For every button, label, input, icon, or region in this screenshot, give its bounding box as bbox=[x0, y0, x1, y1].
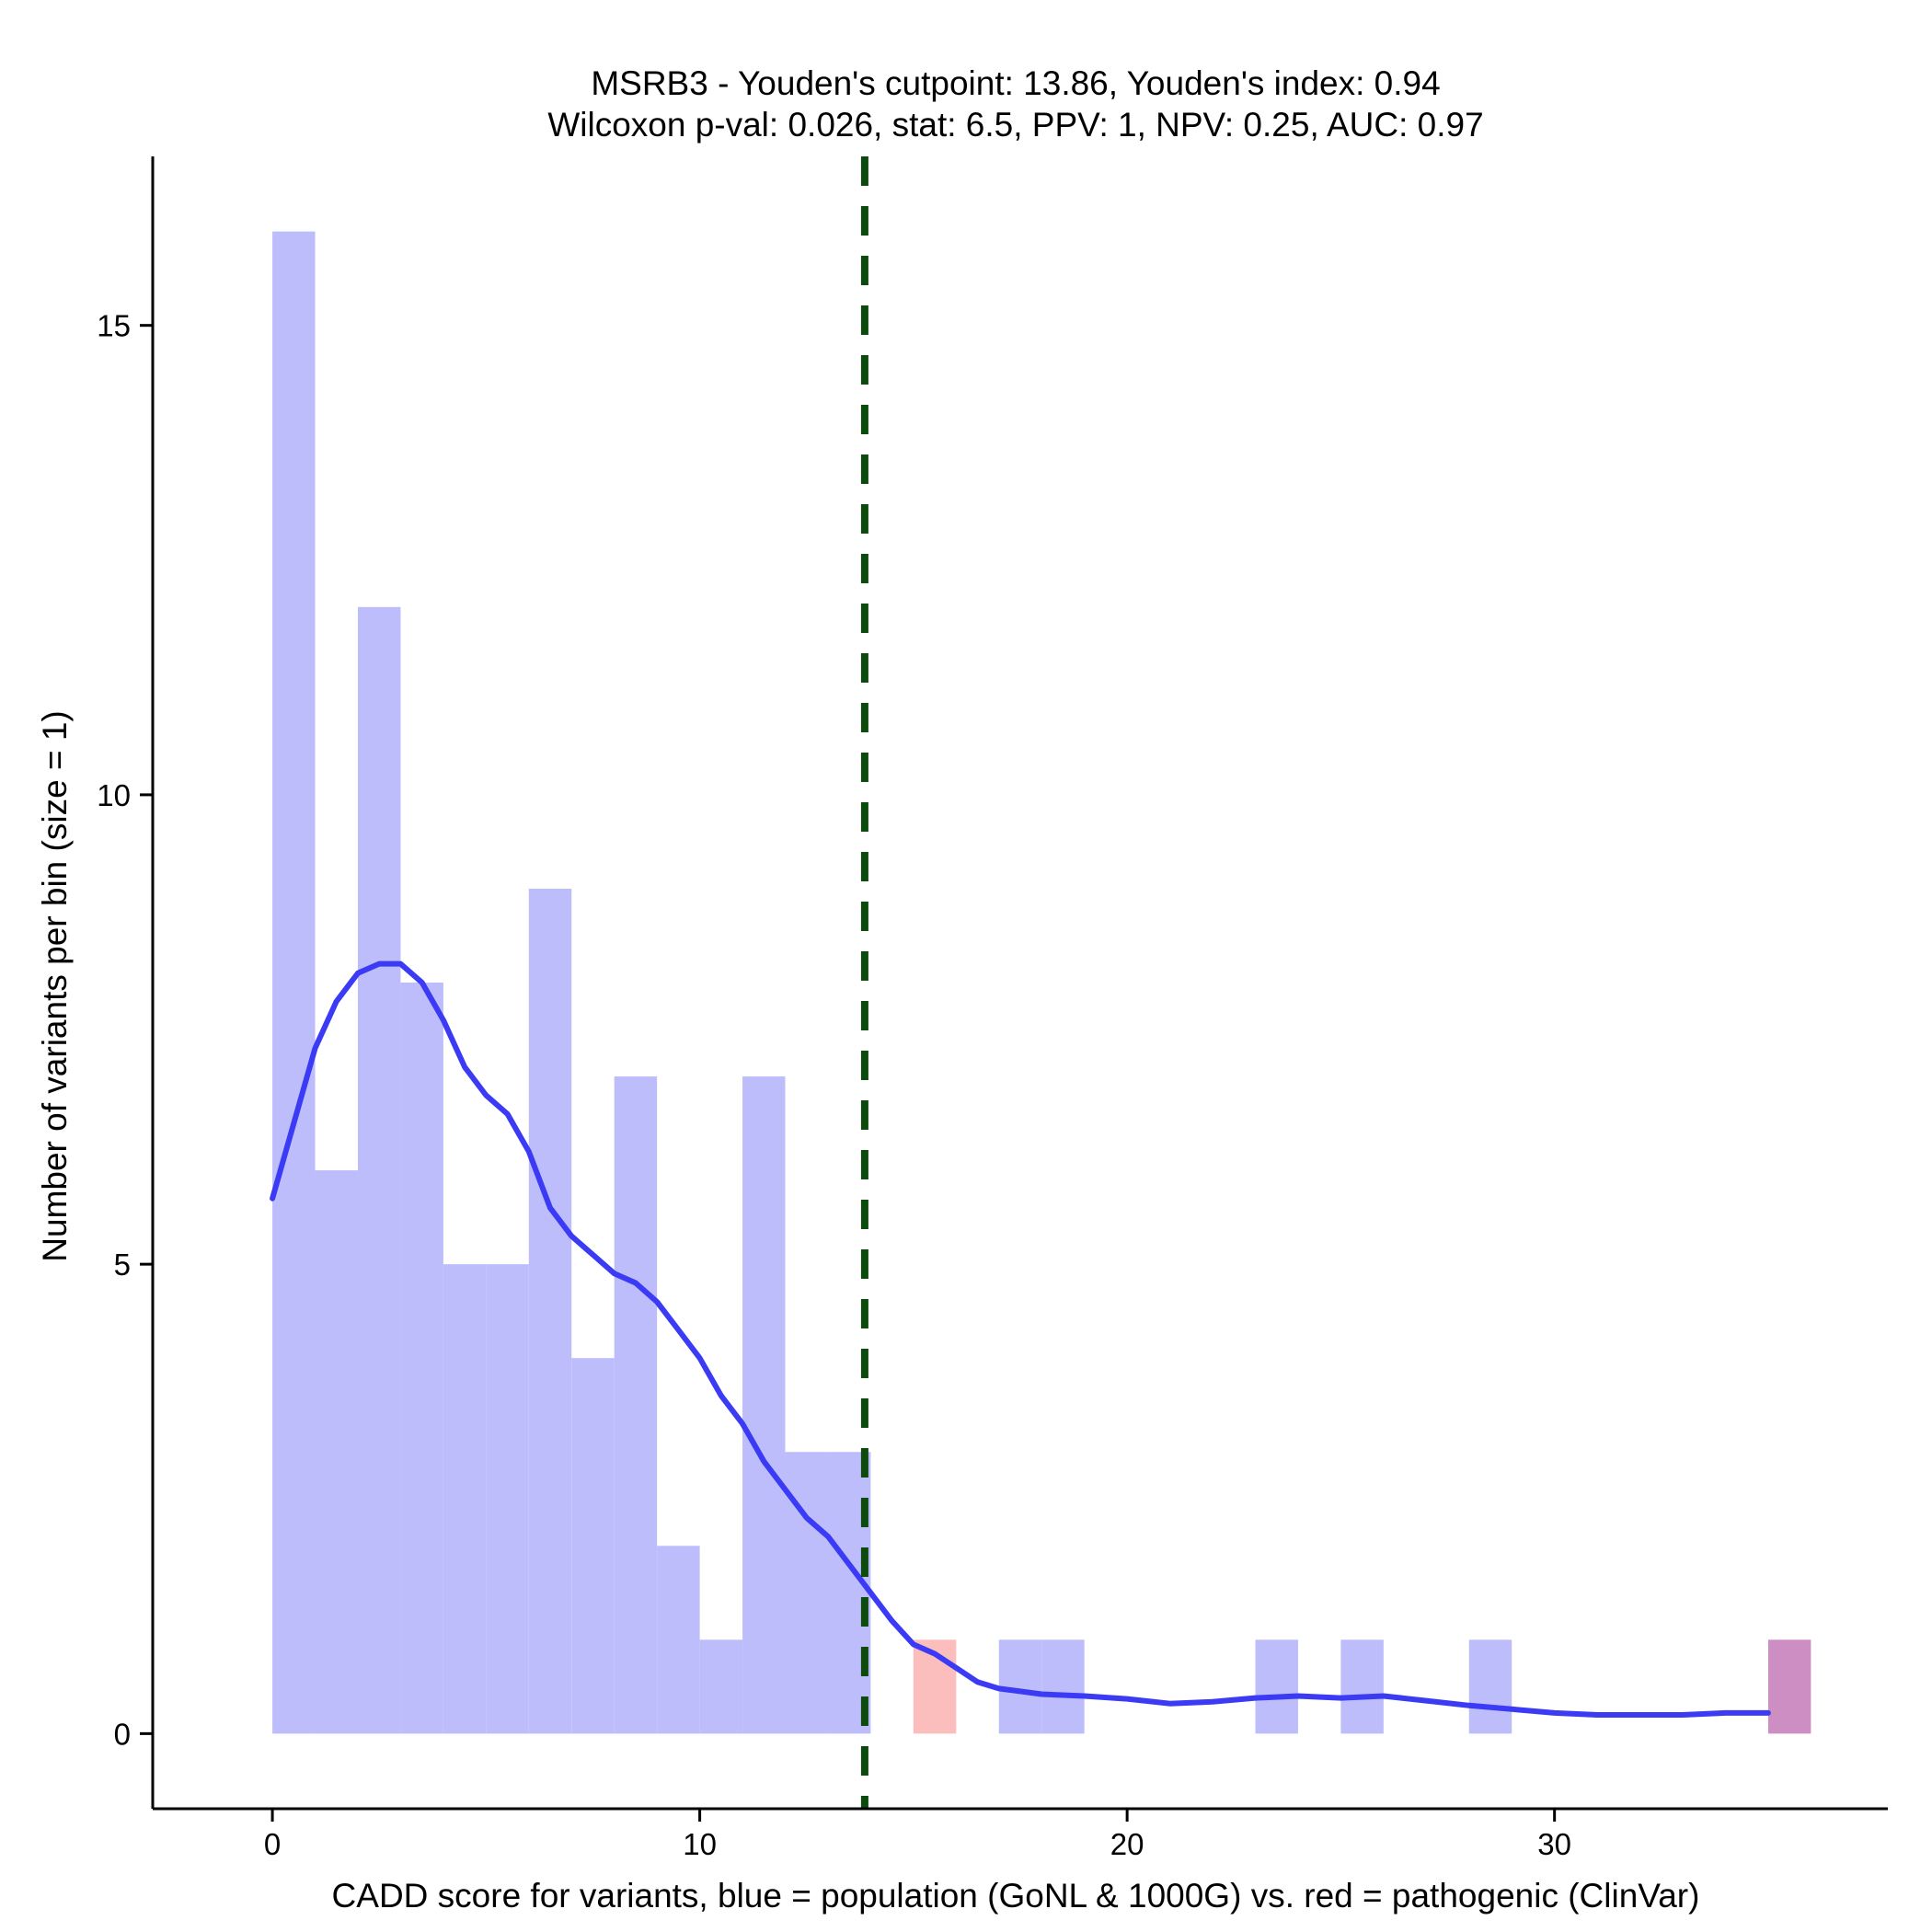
bar-series-0-bin-3 bbox=[400, 983, 443, 1734]
x-tick-label-0: 0 bbox=[264, 1827, 281, 1861]
bar-series-0-bin-1 bbox=[315, 1170, 358, 1734]
bar-series-0-bin-23 bbox=[1255, 1639, 1298, 1734]
bar-series-0-bin-18 bbox=[1041, 1639, 1085, 1734]
bar-series-0-bin-28 bbox=[1468, 1639, 1512, 1734]
axes bbox=[151, 156, 1888, 1811]
bar-series-0-bin-0 bbox=[272, 231, 316, 1734]
y-tick-label-0: 0 bbox=[114, 1717, 131, 1751]
bar-series-0-bin-9 bbox=[657, 1546, 700, 1734]
bar-series-0-bin-4 bbox=[443, 1264, 487, 1734]
chart-title-line-2: Wilcoxon p-val: 0.026, stat: 6.5, PPV: 1… bbox=[547, 106, 1483, 144]
bar-series-0-bin-25 bbox=[1340, 1639, 1384, 1734]
bar-series-0-bin-10 bbox=[699, 1639, 743, 1734]
y-tick-label-15: 15 bbox=[97, 309, 131, 343]
histogram-bars bbox=[272, 231, 1811, 1734]
x-axis-ticks: 0 10 20 30 bbox=[264, 1809, 1571, 1861]
bar-series-0-bin-6 bbox=[528, 888, 572, 1734]
chart-title-line-1: MSRB3 - Youden's cutpoint: 13.86, Youden… bbox=[591, 64, 1440, 102]
bar-series-0-bin-7 bbox=[571, 1358, 615, 1734]
x-tick-label-20: 20 bbox=[1110, 1827, 1144, 1861]
x-axis-label: CADD score for variants, blue = populati… bbox=[332, 1877, 1700, 1915]
bar-series-0-bin-11 bbox=[742, 1076, 786, 1734]
x-tick-label-30: 30 bbox=[1537, 1827, 1571, 1861]
y-tick-label-10: 10 bbox=[97, 778, 131, 812]
y-axis-ticks: 0 5 10 15 bbox=[97, 309, 153, 1751]
bar-series-0-bin-17 bbox=[998, 1639, 1042, 1734]
bar-series-0-bin-5 bbox=[486, 1264, 529, 1734]
y-axis-label: Number of variants per bin (size = 1) bbox=[36, 710, 74, 1261]
density-line bbox=[270, 960, 1771, 1718]
x-tick-label-10: 10 bbox=[683, 1827, 717, 1861]
bar-series-2-bin-35 bbox=[1767, 1639, 1811, 1734]
bar-series-0-bin-13 bbox=[827, 1452, 871, 1734]
y-tick-label-5: 5 bbox=[114, 1248, 131, 1282]
density-curve-group bbox=[270, 960, 1771, 1718]
bar-series-0-bin-8 bbox=[614, 1076, 658, 1734]
bar-series-0-bin-2 bbox=[357, 606, 401, 1734]
